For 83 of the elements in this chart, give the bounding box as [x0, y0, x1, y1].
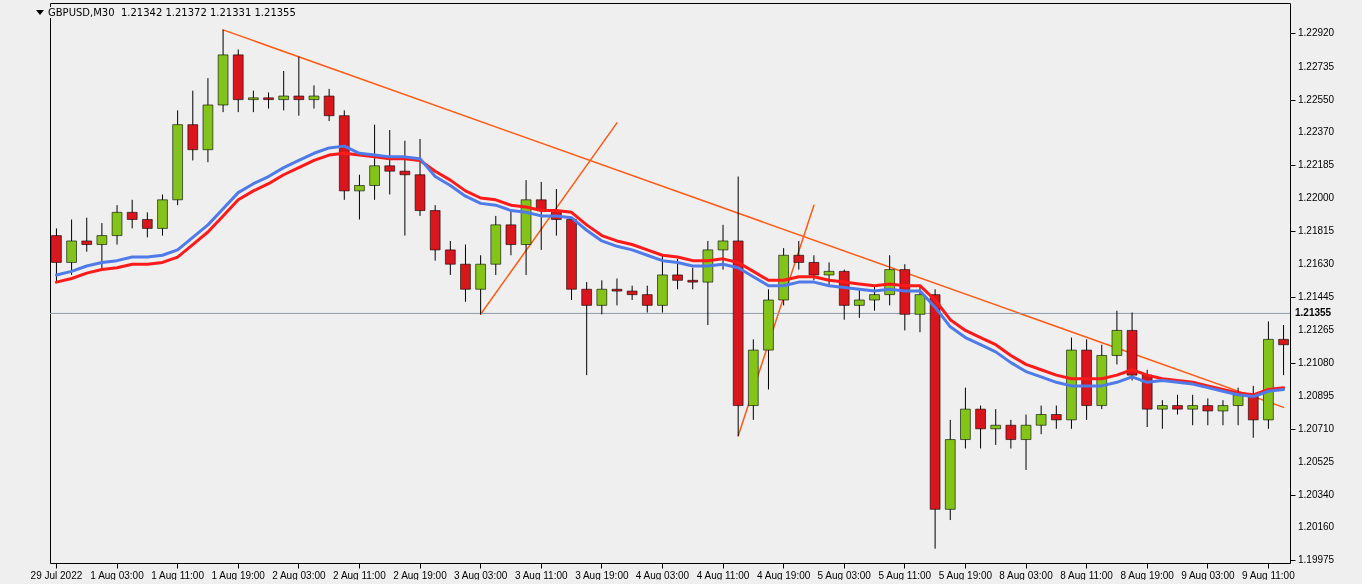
candlestick [81, 217, 92, 253]
y-tick-label: 1.20895 [1298, 389, 1335, 401]
candlestick [142, 211, 153, 238]
y-tick-label: 1.20340 [1298, 489, 1335, 501]
y-tick-label: 1.22000 [1298, 192, 1335, 204]
candlestick [1217, 399, 1229, 426]
candlestick [626, 285, 638, 301]
x-tick-label: 3 Aug 19:00 [575, 569, 629, 581]
x-tick-label: 8 Aug 19:00 [1120, 569, 1175, 581]
candlestick [914, 285, 926, 333]
x-tick-label: 29 Jul 2022 [30, 569, 83, 581]
candlestick [323, 88, 335, 122]
y-tick-label: 1.21265 [1298, 323, 1335, 335]
x-tick-label: 9 Aug 11:00 [1242, 569, 1296, 581]
candlestick [293, 56, 305, 117]
candlestick [611, 278, 623, 306]
candlestick [369, 124, 380, 201]
candlestick [248, 90, 259, 113]
x-tick-label: 1 Aug 11:00 [151, 569, 205, 581]
x-tick-label: 4 Aug 03:00 [635, 569, 690, 581]
candlestick [445, 240, 456, 276]
candlestick [869, 285, 880, 312]
x-tick-label: 1 Aug 03:00 [90, 569, 145, 581]
y-tick-label: 1.21815 [1298, 225, 1335, 237]
candlestick [96, 222, 108, 271]
x-tick-label: 8 Aug 03:00 [999, 569, 1054, 581]
x-tick-label: 4 Aug 19:00 [756, 569, 811, 581]
candlestick [384, 129, 395, 195]
x-tick-label: 5 Aug 11:00 [878, 569, 932, 581]
candlestick [581, 281, 592, 376]
y-tick-label: 1.21080 [1298, 356, 1335, 368]
y-tick-label: 1.22370 [1298, 125, 1335, 137]
candlestick [1157, 399, 1168, 430]
candlestick [854, 288, 865, 319]
candlestick [111, 204, 123, 246]
candlestick [793, 240, 804, 271]
candlestick [278, 70, 289, 111]
candlestick [1232, 387, 1244, 426]
y-tick-label: 1.19975 [1298, 554, 1335, 566]
y-tick-label: 1.20160 [1298, 521, 1335, 533]
candlestick [808, 254, 820, 281]
candlestick [505, 210, 517, 256]
ref-line-label: 1.21355 [1295, 307, 1332, 319]
chart-title: GBPUSD,M30 1.21342 1.21372 1.21331 1.21355 [48, 7, 296, 18]
x-tick-label: 2 Aug 03:00 [272, 569, 326, 581]
y-tick-label: 1.20710 [1298, 422, 1335, 434]
x-tick-label: 3 Aug 11:00 [514, 569, 568, 581]
y-tick-label: 1.21445 [1298, 291, 1335, 303]
x-tick-label: 4 Aug 11:00 [696, 569, 750, 581]
candlestick [1172, 394, 1183, 415]
candlestick [975, 405, 986, 449]
y-tick-label: 1.21630 [1298, 258, 1335, 270]
x-tick-label: 8 Aug 11:00 [1060, 569, 1114, 581]
x-tick-label: 3 Aug 03:00 [453, 569, 508, 581]
candlestick [1005, 419, 1017, 449]
candlestick [1035, 405, 1047, 435]
candlestick [66, 218, 77, 276]
candlestick [672, 258, 683, 290]
candlestick [1187, 394, 1198, 426]
candlestick [399, 140, 411, 237]
candlestick [687, 267, 698, 290]
candlestick [354, 174, 365, 220]
y-tick-label: 1.22550 [1298, 93, 1335, 105]
candlestick [126, 199, 138, 229]
candlestick [823, 261, 835, 287]
x-tick-label: 5 Aug 03:00 [817, 569, 872, 581]
candlestick [642, 285, 653, 314]
y-tick-label: 1.22185 [1298, 158, 1335, 170]
x-tick-label: 1 Aug 19:00 [211, 569, 266, 581]
candlestick [1020, 414, 1032, 471]
candlestick [308, 84, 320, 110]
y-tick-label: 1.22920 [1298, 27, 1335, 39]
x-tick-label: 2 Aug 19:00 [393, 569, 448, 581]
x-tick-label: 9 Aug 03:00 [1181, 569, 1235, 581]
candlestick [596, 279, 608, 315]
candlestick [1051, 405, 1062, 430]
candlestick [1202, 397, 1214, 426]
x-tick-label: 5 Aug 19:00 [938, 569, 993, 581]
x-tick-label: 2 Aug 11:00 [333, 569, 387, 581]
candlestick [990, 408, 1001, 446]
candlestick [717, 224, 729, 271]
y-tick-label: 1.22735 [1298, 60, 1335, 72]
y-tick-label: 1.20525 [1298, 455, 1335, 467]
